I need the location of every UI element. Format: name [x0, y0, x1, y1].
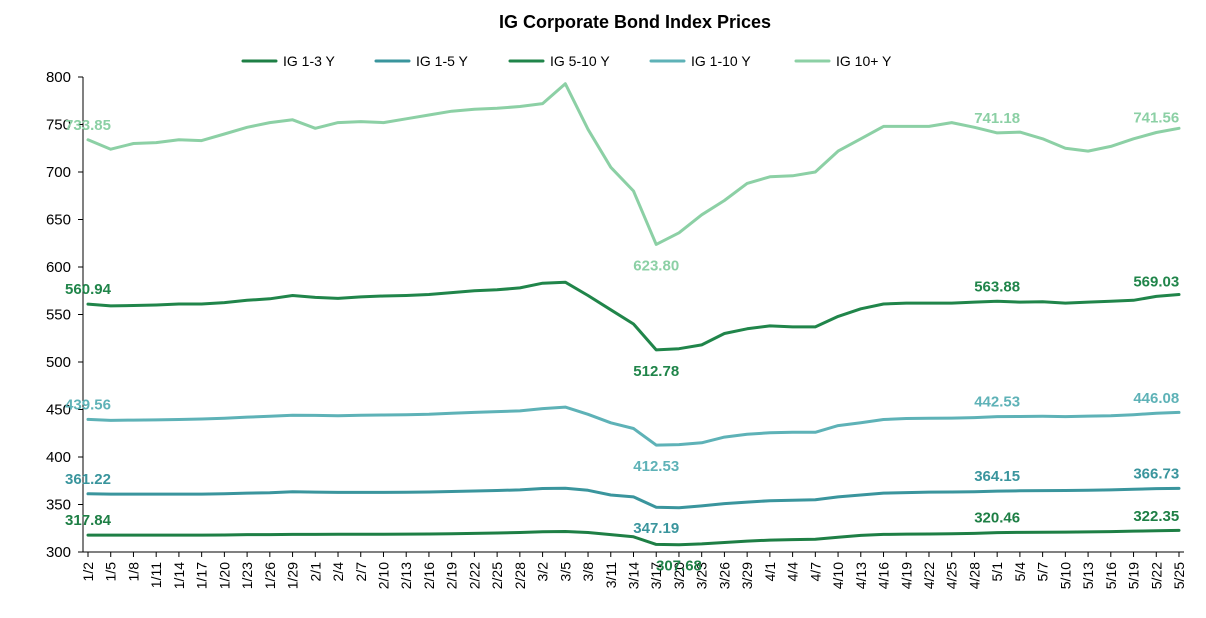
- x-tick-label: 2/10: [375, 562, 391, 589]
- x-tick-label: 1/29: [285, 562, 301, 589]
- data-label: 439.56: [65, 396, 111, 413]
- x-tick-label: 5/10: [1057, 562, 1073, 589]
- data-label: 347.19: [633, 520, 679, 537]
- x-tick-label: 4/28: [966, 562, 982, 589]
- series-line-1: [86, 528, 1181, 547]
- data-label: 741.18: [974, 110, 1020, 127]
- y-tick-label: 350: [46, 497, 71, 514]
- legend-label-5: IG 10+ Y: [836, 53, 892, 69]
- x-tick-label: 2/19: [444, 562, 460, 589]
- data-label: 366.73: [1133, 466, 1179, 483]
- data-label: 733.85: [65, 117, 111, 134]
- data-label: 623.80: [633, 257, 679, 274]
- y-tick-label: 450: [46, 402, 71, 419]
- x-tick-label: 5/4: [1012, 562, 1028, 582]
- x-tick-label: 1/17: [194, 562, 210, 589]
- y-tick-label: 750: [46, 117, 71, 134]
- data-label: 307.68: [656, 558, 702, 575]
- x-axis: 1/2 1/5 1/8 1/11 1/14 1/17 1/20 1/23 1/26 1/29 2/1…: [80, 551, 1187, 589]
- x-tick-label: 5/25: [1171, 562, 1187, 589]
- x-tick-label: 3/8: [580, 562, 596, 582]
- data-label: 412.53: [633, 458, 679, 475]
- x-tick-label: 1/8: [125, 562, 141, 582]
- x-tick-label: 3/5: [557, 562, 573, 582]
- x-tick-label: 5/1: [989, 562, 1005, 582]
- y-tick-label: 700: [46, 164, 71, 181]
- x-tick-label: 2/25: [489, 562, 505, 589]
- y-tick-label: 650: [46, 212, 71, 229]
- x-tick-label: 2/16: [421, 562, 437, 589]
- legend-label-3: IG 5-10 Y: [550, 53, 610, 69]
- x-tick-label: 1/23: [239, 562, 255, 589]
- x-tick-label: 4/19: [898, 562, 914, 589]
- chart-title: IG Corporate Bond Index Prices: [499, 12, 771, 32]
- data-label: 364.15: [974, 468, 1020, 485]
- x-tick-label: 4/1: [762, 562, 778, 582]
- x-tick-label: 4/10: [830, 562, 846, 589]
- x-tick-label: 4/16: [876, 562, 892, 589]
- x-tick-label: 5/16: [1103, 562, 1119, 589]
- data-label: 569.03: [1133, 273, 1179, 290]
- x-tick-label: 2/1: [307, 562, 323, 582]
- x-tick-label: 2/13: [398, 562, 414, 589]
- x-tick-label: 1/5: [103, 562, 119, 582]
- data-label: 560.94: [65, 281, 112, 298]
- x-tick-label: 2/7: [353, 562, 369, 582]
- x-tick-label: 3/11: [603, 562, 619, 588]
- x-tick-label: 4/13: [853, 562, 869, 589]
- y-tick-label: 550: [46, 307, 71, 324]
- data-label: 741.56: [1133, 110, 1179, 127]
- data-label: 563.88: [974, 278, 1020, 295]
- y-tick-label: 300: [46, 544, 71, 561]
- x-tick-label: 1/11: [148, 562, 164, 588]
- series-line-2: [86, 486, 1181, 510]
- data-label: 317.84: [65, 512, 112, 529]
- x-tick-label: 3/26: [716, 562, 732, 589]
- data-label: 512.78: [633, 363, 679, 380]
- data-label: 446.08: [1133, 390, 1179, 407]
- series-line-3: [86, 280, 1181, 352]
- x-tick-label: 3/23: [694, 562, 710, 589]
- legend-label-1: IG 1-3 Y: [283, 53, 336, 69]
- data-label: 361.22: [65, 471, 111, 488]
- series-line-5: [86, 82, 1181, 246]
- x-tick-label: 2/22: [466, 562, 482, 589]
- x-tick-label: 5/22: [1148, 562, 1164, 589]
- data-label: 320.46: [974, 510, 1020, 527]
- x-tick-label: 3/17: [648, 562, 664, 589]
- data-label: 442.53: [974, 394, 1020, 411]
- data-label: 322.35: [1133, 508, 1179, 525]
- x-tick-label: 5/7: [1035, 562, 1051, 582]
- x-tick-label: 3/14: [626, 562, 642, 589]
- x-tick-label: 3/20: [671, 562, 687, 589]
- x-tick-label: 5/13: [1080, 562, 1096, 589]
- x-tick-label: 2/4: [330, 562, 346, 582]
- x-tick-label: 4/25: [944, 562, 960, 589]
- x-tick-label: 1/2: [80, 562, 96, 582]
- x-tick-label: 1/14: [171, 562, 187, 589]
- legend-label-2: IG 1-5 Y: [416, 53, 469, 69]
- x-tick-label: 4/4: [785, 562, 801, 582]
- x-tick-label: 2/28: [512, 562, 528, 589]
- y-tick-label: 500: [46, 354, 71, 371]
- y-tick-label: 600: [46, 259, 71, 276]
- x-tick-label: 5/19: [1126, 562, 1142, 589]
- x-tick-label: 4/22: [921, 562, 937, 589]
- data-labels: 317.84 307.68 320.46 322.35 361.22 347.19 364.…: [65, 110, 1179, 575]
- series-line-4: [86, 405, 1181, 447]
- x-tick-label: 3/2: [535, 562, 551, 582]
- x-tick-label: 4/7: [807, 562, 823, 582]
- legend: IG 1-3 Y IG 1-5 Y IG 5-10 Y IG 1-10 Y IG 10+…: [241, 53, 892, 69]
- x-tick-label: 3/29: [739, 562, 755, 589]
- legend-label-4: IG 1-10 Y: [691, 53, 751, 69]
- y-tick-label: 400: [46, 449, 71, 466]
- x-tick-label: 1/26: [262, 562, 278, 589]
- plot-lines: [86, 82, 1181, 547]
- x-tick-label: 1/20: [216, 562, 232, 589]
- y-axis: 300 350 400 450 500 550 600 650 700 750 800: [46, 69, 84, 561]
- y-tick-label: 800: [46, 69, 71, 86]
